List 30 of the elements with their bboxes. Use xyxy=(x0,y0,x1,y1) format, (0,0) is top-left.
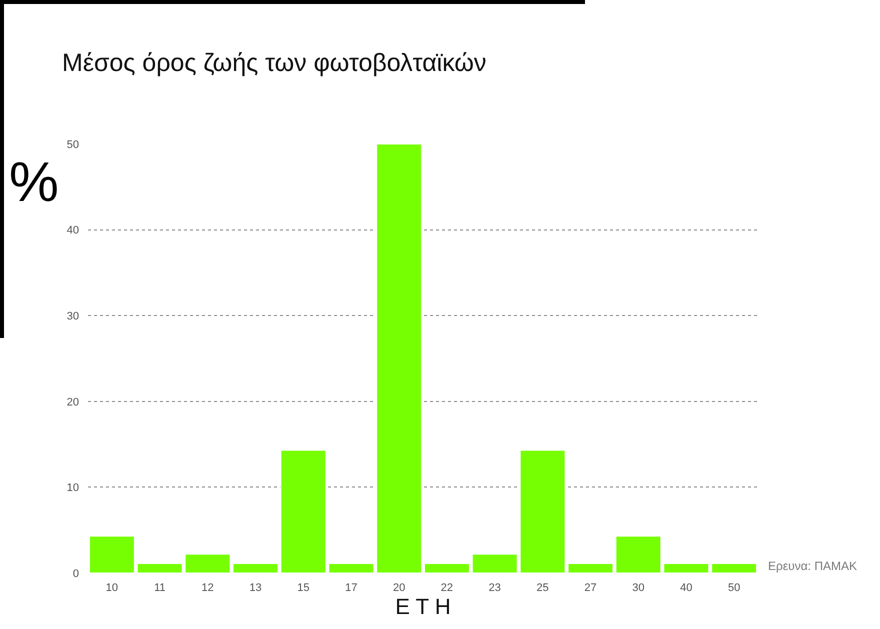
chart-title: Μέσος όρος ζωής των φωτοβολταϊκών xyxy=(62,48,486,77)
y-tick-label: 10 xyxy=(66,482,79,494)
bar xyxy=(568,563,614,573)
bar xyxy=(711,563,758,573)
x-tick-label: 13 xyxy=(249,582,262,594)
x-tick-label: 12 xyxy=(202,582,214,594)
y-tick-label: 30 xyxy=(66,310,79,322)
y-tick-label: 0 xyxy=(72,568,79,580)
x-tick-label: 20 xyxy=(392,582,406,594)
bar xyxy=(232,563,278,573)
x-tick-label: 25 xyxy=(536,582,549,594)
x-tick-label: 10 xyxy=(106,582,118,594)
x-tick-label: 17 xyxy=(345,582,358,594)
x-tick-label: 22 xyxy=(440,582,454,594)
bar xyxy=(424,563,470,573)
y-tick-label: 40 xyxy=(66,224,79,237)
x-tick-label: 11 xyxy=(154,582,166,594)
x-tick-label: 30 xyxy=(632,582,644,594)
y-axis-title: % xyxy=(9,150,59,213)
x-tick-label: 40 xyxy=(680,582,692,594)
x-tick-label: 23 xyxy=(488,582,501,594)
x-tick-label: 50 xyxy=(728,582,740,594)
bar xyxy=(376,144,422,573)
y-tick-label: 20 xyxy=(66,396,79,408)
bar xyxy=(88,536,135,573)
y-tick-label: 50 xyxy=(66,138,79,151)
x-axis-title: Ε Τ Η xyxy=(395,594,451,619)
x-tick-label: 15 xyxy=(297,582,310,594)
x-tick-label: 27 xyxy=(584,582,597,594)
text: Ερευνα: ΠΑΜΑΚ xyxy=(768,559,858,573)
